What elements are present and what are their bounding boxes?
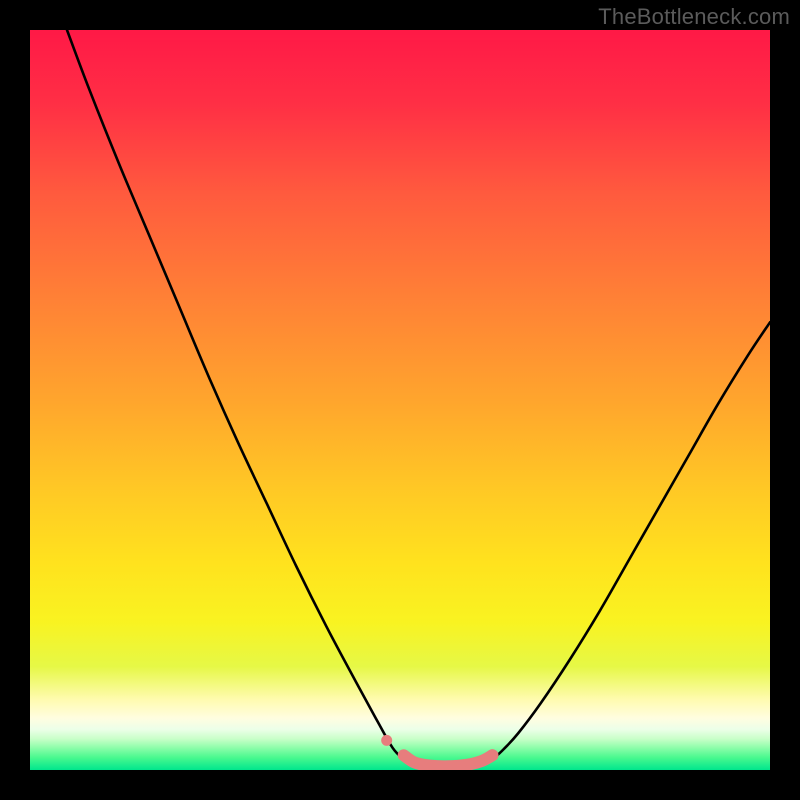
- bottleneck-chart: TheBottleneck.com: [0, 0, 800, 800]
- bottleneck-highlight-dot: [381, 735, 392, 746]
- plot-background: [30, 30, 770, 770]
- watermark-text: TheBottleneck.com: [598, 4, 790, 30]
- chart-svg: [0, 0, 800, 800]
